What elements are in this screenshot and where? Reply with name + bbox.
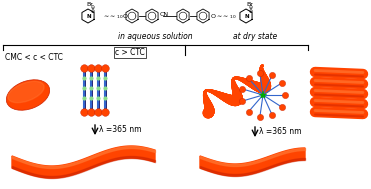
Text: N: N	[245, 15, 249, 19]
Text: λ =365 nm: λ =365 nm	[259, 128, 302, 136]
Polygon shape	[200, 148, 305, 176]
Text: $\ominus$: $\ominus$	[248, 3, 254, 11]
Polygon shape	[146, 9, 158, 23]
Text: in aqueous solution: in aqueous solution	[118, 32, 192, 41]
Polygon shape	[12, 146, 155, 178]
Text: Br: Br	[86, 2, 93, 6]
Polygon shape	[126, 9, 138, 23]
Text: c > CTC: c > CTC	[115, 48, 145, 57]
Text: Br: Br	[247, 2, 253, 6]
Text: $\sim\!\sim_{10}$O: $\sim\!\sim_{10}$O	[102, 12, 129, 21]
Polygon shape	[177, 9, 189, 23]
Text: $\oplus$: $\oplus$	[90, 7, 96, 15]
Text: $\ominus$: $\ominus$	[90, 3, 96, 11]
Text: λ =365 nm: λ =365 nm	[99, 125, 141, 135]
Text: at dry state: at dry state	[233, 32, 277, 41]
Text: O$\sim\!\sim_{10}$: O$\sim\!\sim_{10}$	[210, 12, 236, 21]
Text: CN: CN	[160, 12, 169, 16]
Polygon shape	[197, 9, 209, 23]
Ellipse shape	[8, 81, 44, 103]
Text: $\oplus$: $\oplus$	[248, 7, 254, 15]
Ellipse shape	[6, 80, 50, 110]
Text: CMC < c < CTC: CMC < c < CTC	[5, 53, 63, 62]
Text: N: N	[87, 15, 91, 19]
